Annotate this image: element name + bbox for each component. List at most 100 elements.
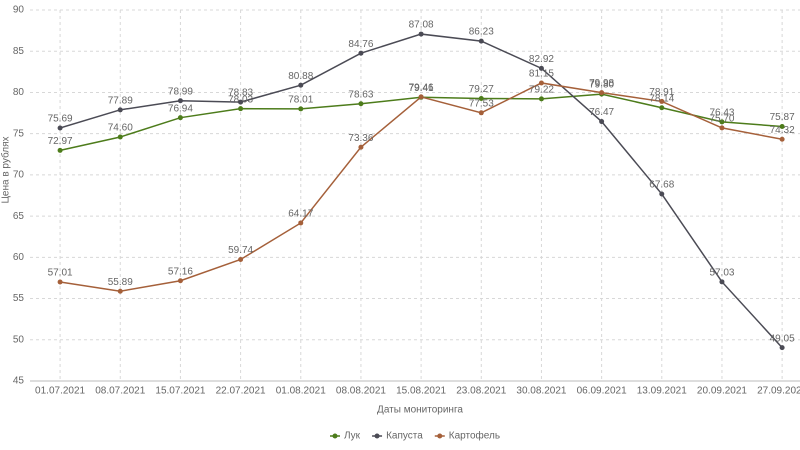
data-point <box>779 123 785 129</box>
data-point <box>478 110 484 116</box>
data-point <box>478 95 484 101</box>
data-label: 79.41 <box>409 83 434 94</box>
y-tick-label: 75 <box>13 128 25 139</box>
x-tick-label: 01.08.2021 <box>276 386 326 397</box>
y-tick-label: 80 <box>13 87 25 98</box>
data-label: 76.94 <box>168 103 193 114</box>
x-tick-label: 27.09.2021 <box>757 386 800 397</box>
data-label: 57.16 <box>168 266 193 277</box>
y-tick-label: 50 <box>13 334 25 345</box>
data-label: 78.14 <box>649 93 674 104</box>
data-label: 84.76 <box>348 39 373 50</box>
data-point <box>779 136 785 142</box>
data-point <box>418 31 424 37</box>
data-label: 74.60 <box>108 123 133 134</box>
data-point <box>358 144 364 150</box>
y-tick-label: 65 <box>13 211 25 222</box>
x-tick-label: 08.08.2021 <box>336 386 386 397</box>
data-point <box>298 220 304 226</box>
data-label: 78.63 <box>348 89 373 100</box>
data-point <box>538 96 544 102</box>
data-label: 73.36 <box>348 133 373 144</box>
data-point <box>478 38 484 44</box>
data-point <box>719 125 725 131</box>
data-point <box>719 279 725 285</box>
data-label: 79.98 <box>589 78 614 89</box>
x-tick-label: 15.08.2021 <box>396 386 446 397</box>
legend-label: Капуста <box>386 431 423 442</box>
x-tick-label: 13.09.2021 <box>637 386 687 397</box>
data-point <box>298 82 304 88</box>
y-axis-label: Цена в рублях <box>0 136 12 203</box>
x-tick-label: 01.07.2021 <box>35 386 85 397</box>
data-point <box>599 90 605 96</box>
x-tick-label: 23.08.2021 <box>456 386 506 397</box>
data-label: 59.74 <box>228 245 253 256</box>
data-point <box>719 119 725 125</box>
data-label: 67.68 <box>649 180 674 191</box>
data-point <box>659 98 665 104</box>
y-tick-label: 90 <box>13 5 25 16</box>
legend-marker <box>332 433 338 439</box>
x-tick-label: 06.09.2021 <box>577 386 627 397</box>
data-label: 75.69 <box>48 114 73 125</box>
data-label: 77.53 <box>469 98 494 109</box>
data-label: 64.17 <box>288 209 313 220</box>
data-label: 78.99 <box>168 86 193 97</box>
y-tick-label: 45 <box>13 376 25 387</box>
data-label: 55.89 <box>108 277 133 288</box>
legend: Лук Капуста Картофель <box>330 430 500 442</box>
data-label: 75.87 <box>770 112 795 123</box>
data-point <box>57 279 63 285</box>
x-tick-label: 20.09.2021 <box>697 386 747 397</box>
y-tick-label: 55 <box>13 293 25 304</box>
data-label: 86.23 <box>469 27 494 38</box>
data-label: 78.01 <box>288 94 313 105</box>
data-point <box>659 105 665 111</box>
data-point <box>117 107 123 113</box>
x-tick-label: 15.07.2021 <box>155 386 205 397</box>
data-label: 75.70 <box>709 114 734 125</box>
data-point <box>358 101 364 107</box>
data-label: 76.43 <box>709 108 734 119</box>
data-label: 79.80 <box>589 80 614 91</box>
data-point <box>238 256 244 262</box>
data-label: 81.15 <box>529 69 554 80</box>
legend-marker <box>374 433 380 439</box>
legend-label: Лук <box>344 431 361 442</box>
data-label: 77.89 <box>108 95 133 106</box>
data-point <box>57 125 63 131</box>
data-point <box>298 106 304 112</box>
data-point <box>659 191 665 197</box>
x-tick-label: 30.08.2021 <box>516 386 566 397</box>
data-point <box>418 94 424 100</box>
y-tick-label: 85 <box>13 46 25 57</box>
data-label: 82.92 <box>529 54 554 65</box>
data-point <box>177 278 183 284</box>
data-point <box>538 80 544 86</box>
data-point <box>238 106 244 112</box>
legend-label: Картофель <box>449 430 500 442</box>
data-label: 79.22 <box>529 85 554 96</box>
data-point <box>358 50 364 56</box>
data-label: 72.97 <box>48 136 73 147</box>
data-point <box>238 99 244 105</box>
data-label: 79.27 <box>469 84 494 95</box>
data-label: 80.88 <box>288 71 313 82</box>
y-tick-label: 70 <box>13 170 25 181</box>
x-tick-label: 08.07.2021 <box>95 386 145 397</box>
data-label: 74.32 <box>770 125 795 136</box>
y-tick-label: 60 <box>13 252 25 263</box>
data-point <box>117 288 123 294</box>
data-point <box>177 98 183 104</box>
data-point <box>599 119 605 125</box>
data-label: 76.47 <box>589 107 614 118</box>
data-label: 49.05 <box>770 333 795 344</box>
data-label: 79.46 <box>409 83 434 94</box>
data-label: 78.83 <box>228 88 253 99</box>
data-label: 57.01 <box>48 268 73 279</box>
x-tick-label: 22.07.2021 <box>216 386 266 397</box>
data-label: 87.08 <box>409 20 434 31</box>
x-axis-label: Даты мониторинга <box>377 405 463 416</box>
